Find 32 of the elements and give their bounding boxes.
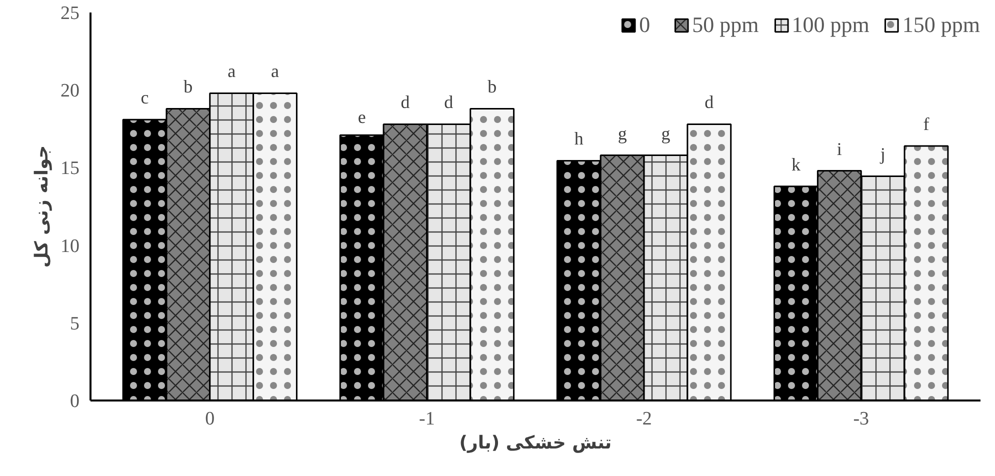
legend-label: 100 ppm: [792, 12, 870, 38]
y-tick-label: 20: [60, 80, 80, 102]
y-tick-label: 0: [70, 391, 80, 412]
data-label: f: [923, 114, 930, 134]
data-label: a: [228, 61, 236, 82]
data-label: e: [358, 107, 366, 128]
data-label: k: [791, 154, 800, 174]
x-tick-label: 0: [205, 408, 215, 430]
data-label: b: [488, 76, 497, 97]
data-label: d: [444, 92, 454, 112]
data-label: d: [704, 92, 714, 112]
legend-label: 150 ppm: [902, 12, 980, 38]
legend-label: 0: [639, 12, 652, 38]
x-axis-title: تنش خشکی (بار): [459, 432, 612, 454]
data-label: c: [140, 88, 149, 108]
y-tick-label: 25: [60, 3, 80, 24]
data-label: g: [661, 123, 670, 144]
legend-label: 50 ppm: [692, 12, 759, 38]
x-tick-label: -2: [636, 408, 652, 430]
y-tick-label: 10: [60, 236, 80, 257]
data-label: a: [271, 61, 280, 82]
data-label: d: [400, 92, 410, 112]
data-label: g: [618, 123, 627, 144]
x-tick-label: -1: [419, 408, 435, 430]
data-label: j: [879, 144, 886, 164]
y-tick-label: 5: [70, 313, 80, 334]
y-axis-title: جوانه زنی کل: [32, 145, 52, 268]
data-label: i: [836, 138, 842, 159]
data-label: b: [184, 76, 193, 97]
data-label: h: [574, 128, 584, 149]
y-tick-label: 15: [60, 158, 80, 180]
x-tick-label: -3: [853, 408, 870, 430]
